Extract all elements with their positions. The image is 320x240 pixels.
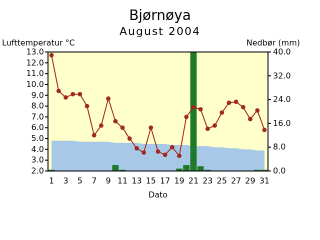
chart: Bjørnøya August 2004 Lufttemperatur °C N… bbox=[2, 8, 300, 200]
y2-tick-label: 8.0 bbox=[273, 143, 286, 152]
y-tick-label: 9.0 bbox=[31, 91, 44, 100]
precip-bar bbox=[48, 169, 55, 171]
x-tick-label: 17 bbox=[160, 177, 170, 186]
normal-area bbox=[51, 140, 265, 171]
chart-title: Bjørnøya bbox=[129, 8, 191, 24]
chart-subtitle: August 2004 bbox=[120, 25, 201, 38]
y2-tick-label: 0.0 bbox=[273, 167, 286, 176]
precip-bar bbox=[204, 169, 211, 171]
precip-bar bbox=[119, 169, 126, 171]
x-tick-label: 13 bbox=[132, 177, 142, 186]
y-tick-label: 4.0 bbox=[31, 145, 44, 154]
y2-tick-label: 24.0 bbox=[273, 95, 291, 104]
y-tick-label: 6.0 bbox=[31, 123, 44, 132]
temp-marker bbox=[141, 150, 147, 155]
x-tick-label: 21 bbox=[188, 177, 198, 186]
temp-marker bbox=[262, 127, 267, 133]
x-tick-label: 11 bbox=[117, 177, 127, 186]
x-tick-label: 7 bbox=[92, 177, 97, 186]
x-tick-label: 25 bbox=[217, 177, 227, 186]
y-tick-label: 11.0 bbox=[26, 69, 44, 78]
y-tick-label: 8.0 bbox=[31, 102, 44, 111]
precip-bar bbox=[254, 169, 261, 171]
y2-tick-label: 40.0 bbox=[273, 48, 291, 57]
temp-marker bbox=[106, 96, 111, 101]
temp-marker bbox=[56, 88, 61, 94]
x-tick-label: 31 bbox=[259, 177, 269, 186]
temp-marker bbox=[77, 91, 83, 97]
y-axis-title: Lufttemperatur °C bbox=[2, 39, 75, 48]
temp-marker bbox=[233, 99, 239, 104]
temp-marker bbox=[120, 125, 125, 130]
y-tick-label: 10.0 bbox=[26, 80, 44, 89]
y2-axis-title: Nedbør (mm) bbox=[246, 39, 300, 48]
precip-bar bbox=[176, 168, 183, 171]
precip-bar bbox=[261, 169, 268, 171]
y-tick-label: 2.0 bbox=[31, 167, 44, 176]
y2-tick-label: 16.0 bbox=[273, 119, 291, 128]
temp-marker bbox=[191, 104, 196, 110]
temp-marker bbox=[91, 133, 97, 138]
temp-marker bbox=[226, 100, 232, 106]
temp-marker bbox=[205, 126, 210, 132]
temp-marker bbox=[184, 114, 189, 120]
temp-marker bbox=[148, 125, 154, 130]
y-tick-label: 7.0 bbox=[31, 112, 44, 121]
temp-marker bbox=[70, 91, 76, 97]
temp-marker bbox=[240, 104, 246, 110]
temp-marker bbox=[198, 107, 203, 112]
temp-marker bbox=[177, 153, 182, 159]
temp-marker bbox=[99, 123, 104, 128]
temp-marker bbox=[127, 136, 132, 141]
x-tick-label: 15 bbox=[146, 177, 156, 186]
temp-marker bbox=[169, 145, 175, 150]
temp-marker bbox=[255, 108, 260, 113]
x-axis-title: Dato bbox=[148, 191, 167, 200]
temp-marker bbox=[219, 110, 225, 115]
temp-marker bbox=[212, 123, 217, 128]
x-tick-label: 3 bbox=[63, 177, 68, 186]
y-tick-label: 13.0 bbox=[26, 48, 44, 57]
temp-marker bbox=[84, 103, 90, 109]
precip-bar bbox=[183, 165, 190, 171]
precip-bar bbox=[197, 166, 204, 171]
x-tick-label: 19 bbox=[174, 177, 184, 186]
precip-bar bbox=[190, 52, 197, 171]
temp-marker bbox=[162, 152, 168, 157]
x-tick-label: 9 bbox=[106, 177, 111, 186]
x-tick-label: 27 bbox=[231, 177, 241, 186]
y2-tick-label: 32.0 bbox=[273, 71, 291, 80]
plot-frame bbox=[47, 51, 269, 172]
temp-marker bbox=[113, 119, 118, 124]
y-tick-label: 5.0 bbox=[31, 134, 44, 143]
y-tick-label: 12.0 bbox=[26, 58, 44, 67]
x-tick-label: 23 bbox=[203, 177, 213, 186]
x-tick-label: 1 bbox=[49, 177, 54, 186]
x-tick-label: 5 bbox=[77, 177, 82, 186]
x-tick-label: 29 bbox=[245, 177, 255, 186]
temp-marker bbox=[63, 95, 68, 100]
precip-bar bbox=[112, 165, 119, 171]
temp-marker bbox=[248, 116, 253, 122]
y-tick-label: 3.0 bbox=[31, 156, 44, 165]
temp-marker bbox=[134, 146, 139, 151]
temp-marker bbox=[49, 53, 54, 58]
temp-marker bbox=[155, 149, 161, 154]
